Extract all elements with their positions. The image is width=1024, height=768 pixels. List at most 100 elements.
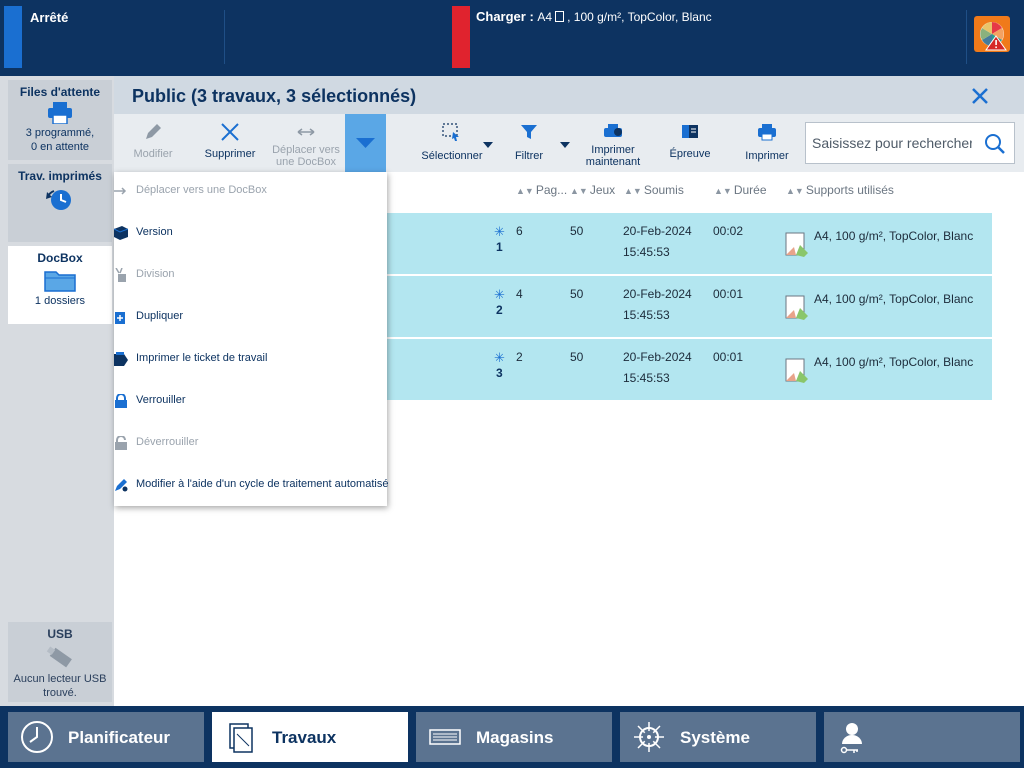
usb-title: USB <box>47 627 73 641</box>
job-duration: 00:01 <box>713 287 744 301</box>
job-duration: 00:02 <box>713 224 744 238</box>
move-to-docbox-button[interactable]: Déplacer vers une DocBox <box>270 114 342 172</box>
menu-item-duplicate[interactable]: Dupliquer <box>114 298 387 340</box>
column-header-sets[interactable]: ▲▼ Jeux <box>570 183 615 197</box>
proof-button[interactable]: Épreuve <box>660 114 720 172</box>
move-label-line2: une DocBox <box>276 156 336 168</box>
search-input[interactable] <box>812 123 972 163</box>
duplicate-icon <box>115 312 125 324</box>
close-icon[interactable] <box>970 86 990 106</box>
job-time: 15:45:53 <box>623 371 670 385</box>
sort-icon: ▲▼ <box>714 186 732 196</box>
menu-label: Dupliquer <box>136 310 184 322</box>
ticket-print-icon <box>114 352 128 366</box>
job-index: 1 <box>496 240 503 254</box>
queues-title: Files d'attente <box>19 85 101 99</box>
load-media-text: Charger : A4 , 100 g/m², TopColor, Blanc <box>476 9 712 24</box>
print-now-line2: maintenant <box>585 156 641 168</box>
pencil-icon <box>146 124 161 139</box>
edit-label: Modifier <box>133 148 173 160</box>
column-header-submitted[interactable]: ▲▼ Soumis <box>624 183 684 197</box>
menu-label: Division <box>136 268 175 280</box>
menu-item-automated-workflow[interactable]: Modifier à l'aide d'un cycle de traiteme… <box>114 466 389 508</box>
column-header-duration[interactable]: ▲▼ Durée <box>714 183 767 197</box>
menu-item-unlock[interactable]: Déverrouiller <box>114 424 387 466</box>
processing-gear-icon: ✳ <box>494 350 505 365</box>
tab-system[interactable]: Système <box>620 712 816 762</box>
job-media: A4, 100 g/m², TopColor, Blanc <box>814 229 974 243</box>
job-pages: 2 <box>516 350 523 364</box>
delete-x-icon <box>221 123 239 141</box>
system-wheel-icon <box>634 722 664 752</box>
menu-item-print-ticket[interactable]: Imprimer le ticket de travail <box>114 340 387 382</box>
menu-label: Verrouiller <box>136 394 186 406</box>
filter-funnel-icon <box>521 125 537 139</box>
job-time: 15:45:53 <box>623 308 670 322</box>
move-label-line1: Déplacer vers <box>272 144 340 156</box>
menu-item-move-to-docbox[interactable]: Déplacer vers une DocBox <box>114 172 387 214</box>
status-divider <box>966 10 967 64</box>
toolbar: Modifier Supprimer Déplacer vers une Doc… <box>114 114 1024 172</box>
lock-icon <box>115 394 127 408</box>
search-icon[interactable] <box>984 133 1006 155</box>
unlock-icon <box>115 436 127 450</box>
job-date: 20-Feb-2024 <box>623 287 692 301</box>
job-pages: 6 <box>516 224 523 238</box>
queues-waiting: 0 en attente <box>30 141 90 153</box>
tab-trays[interactable]: Magasins <box>416 712 612 762</box>
move-arrows-icon <box>297 128 315 136</box>
menu-item-version[interactable]: Version <box>114 214 387 256</box>
media-sheet-icon <box>785 232 808 257</box>
menu-label: Déplacer vers une DocBox <box>136 184 267 196</box>
job-index: 2 <box>496 303 503 317</box>
print-button[interactable]: Imprimer <box>738 114 796 172</box>
select-label: Sélectionner <box>421 150 483 162</box>
filter-label: Filtrer <box>514 150 544 162</box>
usb-stick-icon <box>46 646 72 668</box>
menu-item-lock[interactable]: Verrouiller <box>114 382 387 424</box>
delete-button[interactable]: Supprimer <box>196 114 264 172</box>
tab-user-login[interactable] <box>824 712 1020 762</box>
menu-label: Imprimer le ticket de travail <box>136 352 268 364</box>
print-now-button[interactable]: Imprimer maintenant <box>578 114 648 172</box>
usb-message-line1: Aucun lecteur USB <box>13 673 107 685</box>
tab-scheduler[interactable]: Planificateur <box>8 712 204 762</box>
column-header-media[interactable]: ▲▼ Supports utilisés <box>786 183 894 197</box>
sidebar-item-docbox[interactable]: DocBox 1 dossiers <box>8 246 112 324</box>
select-caret-icon[interactable] <box>483 142 493 148</box>
column-submitted-label: Soumis <box>643 183 684 197</box>
printed-title: Trav. imprimés <box>18 169 102 183</box>
job-pages: 4 <box>516 287 523 301</box>
job-index: 3 <box>496 366 503 380</box>
media-sheet-icon <box>785 295 808 320</box>
folder-icon <box>44 271 76 292</box>
filter-caret-icon[interactable] <box>560 142 570 148</box>
sort-icon: ▲▼ <box>624 186 642 196</box>
proof-label: Épreuve <box>669 148 711 160</box>
job-sets: 50 <box>570 224 584 238</box>
status-bar: Arrêté Charger : A4 , 100 g/m², TopColor,… <box>0 0 1024 76</box>
queues-scheduled: 3 programmé, <box>25 127 95 139</box>
menu-label: Version <box>136 226 173 238</box>
tab-jobs-label: Travaux <box>272 728 337 747</box>
more-actions-dropdown-toggle[interactable] <box>345 114 386 172</box>
sidebar-item-printed-jobs[interactable]: Trav. imprimés <box>8 164 112 242</box>
sidebar-item-queues[interactable]: Files d'attente 3 programmé, 0 en attent… <box>8 80 112 160</box>
menu-label: Modifier à l'aide d'un cycle de traiteme… <box>136 478 389 490</box>
processing-gear-icon: ✳ <box>494 224 505 239</box>
filter-button[interactable]: Filtrer <box>504 114 554 172</box>
sidebar-item-usb[interactable]: USB Aucun lecteur USB trouvé. <box>8 622 112 702</box>
printer-icon <box>758 124 776 141</box>
edit-button[interactable]: Modifier <box>120 114 186 172</box>
tab-jobs[interactable]: Travaux <box>212 712 408 762</box>
search-box <box>805 122 1015 164</box>
menu-item-split[interactable]: Division <box>114 256 387 298</box>
column-header-pages[interactable]: ▲▼ Pag... <box>516 183 567 197</box>
color-warning-icon[interactable] <box>974 16 1010 52</box>
docbox-title: DocBox <box>37 251 83 265</box>
paper-tray-icon <box>429 729 461 745</box>
caret-down-icon <box>356 138 375 148</box>
media-sheet-icon <box>785 358 808 383</box>
select-button[interactable]: Sélectionner <box>414 114 490 172</box>
print-now-line1: Imprimer <box>591 144 635 156</box>
